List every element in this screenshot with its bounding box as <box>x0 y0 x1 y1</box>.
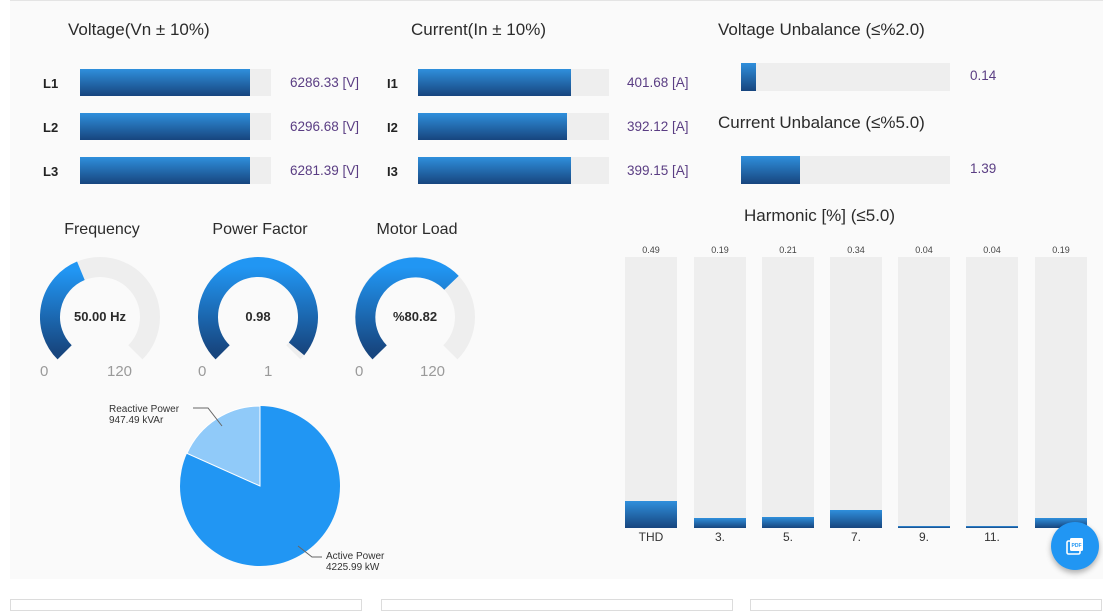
harmonic-column-thd <box>625 257 677 528</box>
current-label-i1: I1 <box>387 76 398 91</box>
motor-load-value: %80.82 <box>392 309 438 324</box>
power-factor-min: 0 <box>198 363 207 380</box>
motor-load-gauge-arc <box>355 257 459 360</box>
harmonic-value-3: 0.19 <box>711 245 729 255</box>
current-unbalance-bar <box>741 156 950 184</box>
frequency-gauge <box>40 257 160 360</box>
active-power-label: Active Power <box>326 551 385 562</box>
bottom-card-3 <box>750 599 1102 611</box>
harmonic-bar-7 <box>830 509 882 528</box>
current-unbalance-bar-fill <box>741 156 800 184</box>
harmonic-column-9 <box>898 257 950 528</box>
voltage-unbalance-bar-fill <box>741 63 756 91</box>
svg-text:PDF: PDF <box>1072 543 1082 549</box>
voltage-label-l1: L1 <box>43 76 59 91</box>
power-factor-title: Power Factor <box>212 221 308 238</box>
current-value-i3: 399.15 [A] <box>627 163 689 178</box>
harmonic-value-thd: 0.49 <box>642 245 660 255</box>
harmonic-value-9: 0.04 <box>915 245 933 255</box>
pdf-export-button[interactable]: PDF <box>1051 522 1099 570</box>
harmonic-bar-13 <box>1035 517 1087 528</box>
power-factor-gauge-arc <box>198 257 318 360</box>
bottom-card-2 <box>381 599 733 611</box>
harmonic-column-13 <box>1035 257 1087 528</box>
power-factor-max: 1 <box>264 363 273 380</box>
motor-load-title: Motor Load <box>376 221 458 238</box>
harmonic-label-7: 7. <box>850 530 861 544</box>
harmonic-label-thd: THD <box>638 530 664 544</box>
current-bar-i3 <box>418 157 609 184</box>
harmonic-bar-thd <box>625 501 677 528</box>
frequency-value: 50.00 Hz <box>73 309 127 324</box>
current-title: Current(In ± 10%) <box>411 20 546 39</box>
voltage-bar-l1 <box>80 69 271 96</box>
reactive-power-callout: Reactive Power 947.49 kVAr <box>109 404 179 426</box>
voltage-bar-fill-l3 <box>80 157 250 184</box>
motor-load-min: 0 <box>355 363 364 380</box>
voltage-value-l3: 6281.39 [V] <box>290 163 360 178</box>
harmonic-label-9: 9. <box>918 530 929 544</box>
harmonic-bar-11 <box>966 525 1018 528</box>
harmonic-column-7 <box>830 257 882 528</box>
power-factor-value: 0.98 <box>245 309 271 324</box>
voltage-unbalance-bar <box>741 63 950 91</box>
dashboard-panel: Voltage(Vn ± 10%) L1 6286.33 [V] L2 6296… <box>10 0 1103 579</box>
harmonic-column-11 <box>966 257 1018 528</box>
harmonic-column-5 <box>762 257 814 528</box>
voltage-bar-fill-l2 <box>80 113 250 140</box>
reactive-power-value: 947.49 kVAr <box>109 415 164 426</box>
current-bar-i2 <box>418 113 609 140</box>
harmonic-bar-5 <box>762 516 814 528</box>
harmonic-value-13: 0.19 <box>1052 245 1070 255</box>
motor-load-max: 120 <box>420 363 446 380</box>
power-pie-chart <box>180 405 341 566</box>
current-value-i1: 401.68 [A] <box>627 75 689 90</box>
active-power-value: 4225.99 kW <box>326 562 380 573</box>
voltage-bar-l2 <box>80 113 271 140</box>
current-unbalance-title: Current Unbalance (≤%5.0) <box>718 113 925 132</box>
current-unbalance-value: 1.39 <box>970 161 997 176</box>
frequency-min: 0 <box>40 363 49 380</box>
current-label-i3: I3 <box>387 164 398 179</box>
voltage-label-l2: L2 <box>43 120 59 135</box>
reactive-power-label: Reactive Power <box>109 404 180 415</box>
power-factor-gauge <box>198 257 318 360</box>
pdf-icon: PDF <box>1066 538 1083 555</box>
frequency-title: Frequency <box>64 221 140 238</box>
harmonic-label-3: 3. <box>714 530 725 544</box>
current-label-i2: I2 <box>387 120 398 135</box>
current-value-i2: 392.12 [A] <box>627 119 689 134</box>
frequency-max: 120 <box>107 363 133 380</box>
voltage-unbalance-value: 0.14 <box>970 68 997 83</box>
harmonic-value-7: 0.34 <box>847 245 865 255</box>
motor-load-gauge <box>355 257 475 360</box>
harmonic-bar-3 <box>694 517 746 528</box>
frequency-gauge-arc <box>40 261 86 360</box>
current-bar-fill-i2 <box>418 113 567 140</box>
voltage-value-l1: 6286.33 [V] <box>290 75 360 90</box>
voltage-title: Voltage(Vn ± 10%) <box>68 20 210 39</box>
voltage-unbalance-title: Voltage Unbalance (≤%2.0) <box>718 20 925 39</box>
current-bar-fill-i3 <box>418 157 571 184</box>
harmonic-value-5: 0.21 <box>779 245 797 255</box>
active-power-callout: Active Power 4225.99 kW <box>326 551 384 573</box>
voltage-bar-l3 <box>80 157 271 184</box>
harmonic-column-3 <box>694 257 746 528</box>
bottom-card-1 <box>10 599 362 611</box>
voltage-label-l3: L3 <box>43 164 59 179</box>
harmonic-label-5: 5. <box>782 530 793 544</box>
harmonic-value-11: 0.04 <box>983 245 1001 255</box>
current-bar-i1 <box>418 69 609 96</box>
voltage-value-l2: 6296.68 [V] <box>290 119 360 134</box>
harmonic-label-11: 11. <box>984 530 1000 544</box>
harmonic-bar-9 <box>898 525 950 528</box>
current-bar-fill-i1 <box>418 69 571 96</box>
voltage-bar-fill-l1 <box>80 69 250 96</box>
harmonic-title: Harmonic [%] (≤5.0) <box>744 206 896 225</box>
